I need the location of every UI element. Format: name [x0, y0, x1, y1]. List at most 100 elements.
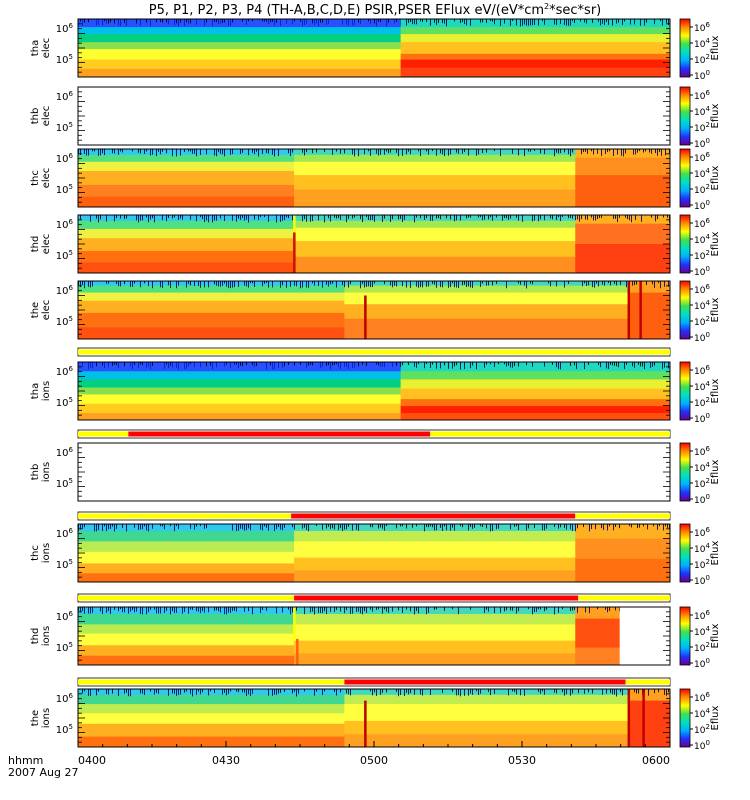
flux-spike — [138, 362, 139, 368]
flux-band — [78, 285, 345, 294]
y-tick-base: 10 — [56, 398, 69, 409]
flux-spike — [362, 215, 363, 223]
colorbar-label: Eflux — [710, 623, 721, 648]
flux-spike — [470, 689, 471, 694]
colorbar-tick-label: 106 — [694, 691, 710, 704]
colorbar-tick-base: 10 — [694, 480, 706, 490]
colorbar-tick-base: 10 — [694, 334, 706, 344]
flux-spike — [556, 215, 557, 221]
flux-spike — [428, 149, 429, 155]
mode-bar — [77, 429, 671, 439]
flux-spike — [570, 607, 571, 611]
flux-spike — [380, 362, 381, 367]
flux-band — [294, 256, 576, 273]
flux-spike — [300, 281, 301, 289]
flux-spike — [250, 689, 251, 696]
colorbar-tick-base: 10 — [694, 220, 706, 230]
flux-spike — [172, 689, 173, 694]
y-tick-label: 105 — [56, 315, 73, 328]
flux-spike — [220, 607, 221, 613]
flux-spike — [282, 362, 283, 368]
flux-spike — [216, 281, 217, 286]
flux-spike — [214, 19, 215, 22]
flux-spike — [440, 281, 441, 288]
flux-band — [78, 238, 295, 252]
flux-spike — [98, 215, 99, 223]
flux-spike — [208, 607, 209, 613]
flux-spike — [454, 19, 455, 22]
flux-spike — [593, 149, 594, 155]
flux-spike — [662, 362, 663, 369]
flux-spike — [352, 362, 353, 369]
flux-spike — [450, 281, 451, 288]
mode-bar-segment — [78, 349, 670, 355]
flux-spike — [252, 149, 253, 153]
flux-spike — [386, 689, 387, 693]
flux-spike — [386, 607, 387, 612]
flux-spike — [378, 524, 379, 529]
colorbar-tick-exponent: 0 — [705, 657, 709, 665]
flux-spike — [252, 689, 253, 694]
flux-spike — [398, 215, 399, 220]
flux-spike — [370, 281, 371, 288]
flux-spike — [516, 215, 517, 218]
x-tick-label: 0400 — [78, 754, 106, 767]
flux-spike — [626, 362, 627, 365]
flux-spike — [454, 281, 455, 288]
flux-spike — [602, 689, 603, 695]
flux-spike — [478, 149, 479, 155]
flux-spike — [596, 281, 597, 284]
flux-spike — [180, 689, 181, 695]
flux-spike — [606, 689, 607, 694]
flux-band — [575, 524, 670, 539]
flux-spike — [262, 149, 263, 154]
flux-spike — [394, 19, 395, 24]
flux-spike — [216, 19, 217, 23]
flux-spike — [604, 19, 605, 25]
flux-spike — [218, 149, 219, 153]
flux-spike — [352, 607, 353, 614]
flux-spike — [232, 19, 233, 23]
flux-spike — [402, 362, 403, 366]
flux-band — [78, 292, 345, 302]
flux-spike — [436, 281, 437, 288]
flux-band — [628, 292, 670, 339]
flux-spike — [626, 281, 627, 288]
flux-spike — [198, 607, 199, 612]
flux-spike — [434, 281, 435, 285]
y-tick-exponent: 5 — [69, 723, 73, 731]
flux-spike — [204, 524, 205, 529]
colorbar-tick-exponent: 6 — [705, 445, 710, 453]
flux-spike — [224, 607, 225, 615]
flux-spike — [370, 689, 371, 692]
y-tick-exponent: 6 — [69, 610, 74, 618]
flux-spike — [244, 524, 245, 531]
flux-spike — [350, 607, 351, 614]
flux-spike — [500, 149, 501, 157]
flux-spike — [478, 215, 479, 218]
flux-spike — [232, 215, 233, 221]
flux-spike — [522, 215, 523, 222]
flux-spike — [230, 281, 231, 289]
event-stripe — [364, 295, 367, 339]
flux-spike — [368, 215, 369, 220]
flux-spike — [406, 524, 407, 529]
flux-spike — [430, 215, 431, 221]
colorbar-tick-label: 100 — [694, 199, 710, 212]
y-tick-exponent: 6 — [69, 90, 74, 98]
flux-spike — [384, 362, 385, 368]
flux-spike — [612, 19, 613, 26]
flux-spike — [494, 149, 495, 151]
flux-spike — [168, 215, 169, 218]
flux-spike — [326, 281, 327, 285]
colorbar-tick-base: 10 — [694, 448, 706, 458]
flux-spike — [196, 607, 197, 612]
colorbar-tick-base: 10 — [694, 660, 706, 670]
flux-spike — [216, 149, 217, 157]
flux-spike — [284, 689, 285, 692]
flux-spike — [108, 19, 109, 24]
flux-spike — [442, 524, 443, 531]
flux-spike — [620, 281, 621, 285]
flux-spike — [396, 281, 397, 287]
